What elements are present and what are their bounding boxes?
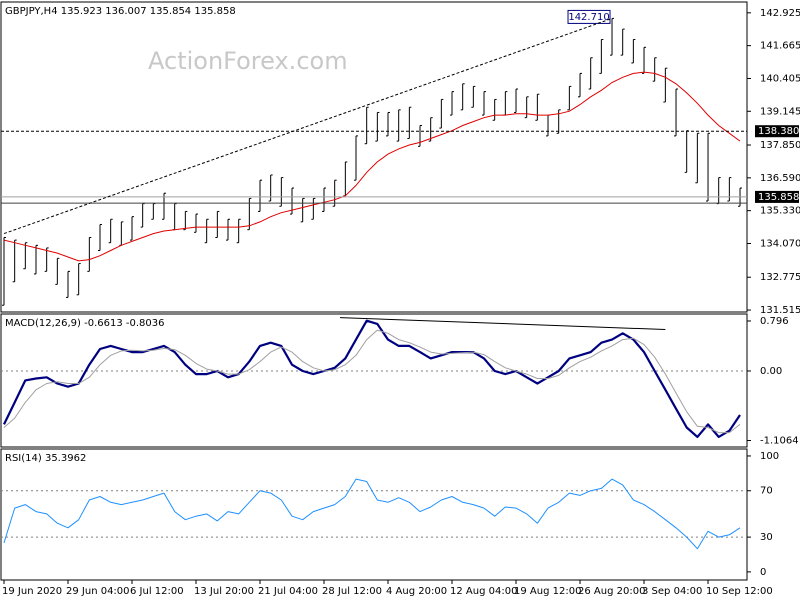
y-tick-label: 70 bbox=[760, 486, 773, 497]
indicator-line bbox=[3, 329, 741, 434]
x-tick-label: 12 Aug 04:00 bbox=[450, 586, 517, 597]
y-tick-label: 135.330 bbox=[760, 206, 800, 217]
x-tick-label: 3 Sep 04:00 bbox=[642, 586, 702, 597]
level-label-box bbox=[755, 125, 799, 138]
y-tick-label: 30 bbox=[760, 532, 773, 543]
y-tick-label: 0.796 bbox=[760, 316, 789, 327]
x-tick-label: 29 Jun 04:00 bbox=[66, 586, 130, 597]
x-tick-label: 26 Aug 20:00 bbox=[578, 586, 645, 597]
x-tick-label: 4 Aug 20:00 bbox=[386, 586, 447, 597]
x-tick-label: 10 Sep 12:00 bbox=[706, 586, 773, 597]
moving-average bbox=[3, 71, 741, 262]
indicator-line bbox=[3, 478, 741, 550]
y-tick-label: 136.590 bbox=[760, 173, 800, 184]
y-tick-label: 134.070 bbox=[760, 238, 800, 249]
y-tick-label: 0 bbox=[760, 567, 766, 578]
y-tick-label: 137.850 bbox=[760, 140, 800, 151]
y-tick-label: 131.515 bbox=[760, 305, 800, 316]
level-label: 135.858 bbox=[758, 192, 799, 203]
panel-frame bbox=[0, 313, 748, 448]
level-label-box bbox=[755, 190, 799, 203]
x-tick-label: 28 Jul 12:00 bbox=[322, 586, 382, 597]
trend-line bbox=[339, 317, 666, 331]
panel-title: MACD(12,26,9) -0.6613 -0.8036 bbox=[5, 318, 165, 329]
y-tick-label: 140.405 bbox=[760, 73, 800, 84]
y-tick-label: -1.1064 bbox=[760, 435, 799, 446]
watermark: ActionForex.com bbox=[148, 47, 348, 75]
peak-label-box bbox=[567, 9, 611, 24]
y-tick-label: 100 bbox=[760, 451, 779, 462]
x-tick-label: 19 Aug 12:00 bbox=[514, 586, 581, 597]
x-tick-label: 13 Jul 20:00 bbox=[194, 586, 254, 597]
y-tick-label: 139.145 bbox=[760, 106, 800, 117]
x-tick-label: 21 Jul 04:00 bbox=[258, 586, 318, 597]
y-tick-label: 0.00 bbox=[760, 366, 782, 377]
y-tick-label: 142.925 bbox=[760, 8, 800, 19]
y-tick-label: 141.665 bbox=[760, 41, 800, 52]
panel-frame bbox=[0, 448, 748, 581]
x-tick-label: 19 Jun 2020 bbox=[2, 586, 62, 597]
peak-label: 142.710 bbox=[568, 12, 609, 23]
panel-title: RSI(14) 35.3962 bbox=[5, 453, 86, 464]
y-tick-label: 132.775 bbox=[760, 272, 800, 283]
trend-line bbox=[3, 17, 613, 235]
level-label: 138.380 bbox=[758, 126, 799, 137]
panel-title: GBPJPY,H4 135.923 136.007 135.854 135.85… bbox=[5, 6, 236, 17]
panel-frame bbox=[0, 1, 748, 313]
x-tick-label: 6 Jul 12:00 bbox=[130, 586, 184, 597]
